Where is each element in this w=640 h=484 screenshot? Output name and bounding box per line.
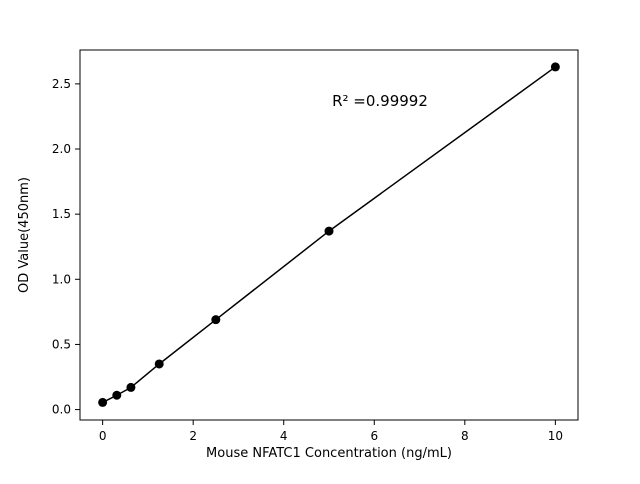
x-axis-ticks: 0 2 4 6 8 10 xyxy=(99,420,563,443)
data-point xyxy=(324,226,334,236)
y-tick-label: 0.0 xyxy=(52,403,71,417)
x-tick-label: 10 xyxy=(548,429,563,443)
y-tick-label: 2.0 xyxy=(52,142,71,156)
x-tick-label: 6 xyxy=(370,429,378,443)
y-tick-label: 1.0 xyxy=(52,272,71,286)
x-axis-label: Mouse NFATC1 Concentration (ng/mL) xyxy=(206,446,452,461)
y-axis-ticks: 0.0 0.5 1.0 1.5 2.0 2.5 xyxy=(52,77,80,417)
y-tick-label: 2.5 xyxy=(52,77,71,91)
y-axis-label: OD Value(450nm) xyxy=(17,177,32,293)
data-point xyxy=(211,315,221,325)
y-tick-label: 1.5 xyxy=(52,207,71,221)
data-point xyxy=(550,62,560,72)
x-tick-label: 4 xyxy=(280,429,288,443)
r-squared-annotation: R² =0.99992 xyxy=(332,92,428,110)
x-tick-label: 2 xyxy=(189,429,197,443)
data-point xyxy=(112,390,122,400)
plot-area xyxy=(79,49,579,421)
data-point xyxy=(154,359,164,369)
x-tick-label: 8 xyxy=(461,429,469,443)
data-point xyxy=(126,382,136,392)
data-point xyxy=(98,397,108,407)
x-tick-label: 0 xyxy=(99,429,107,443)
y-tick-label: 0.5 xyxy=(52,337,71,351)
data-series xyxy=(98,62,560,407)
